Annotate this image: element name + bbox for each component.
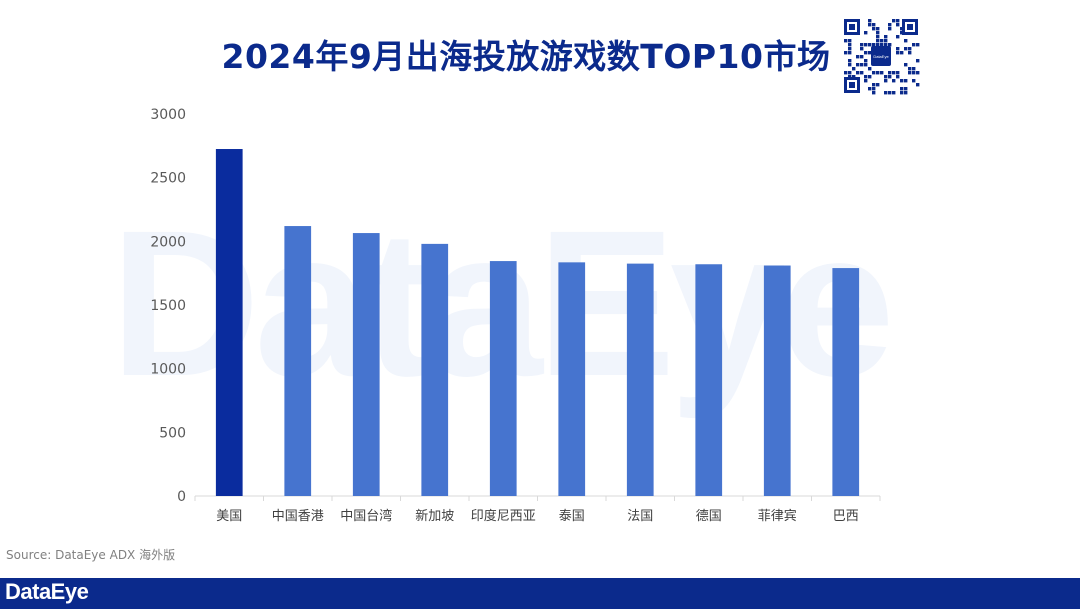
x-tick-label: 中国香港 xyxy=(272,509,324,524)
bar xyxy=(489,261,517,496)
x-tick-label: 新加坡 xyxy=(415,508,454,524)
x-tick-label: 德国 xyxy=(696,509,722,524)
footer-bar: DataEye xyxy=(0,578,1080,609)
y-tick-label: 1000 xyxy=(150,362,186,378)
x-tick-label: 中国台湾 xyxy=(340,508,392,524)
bar xyxy=(352,233,380,496)
y-tick-label: 3000 xyxy=(150,107,186,123)
bar-series xyxy=(215,149,860,496)
bar xyxy=(626,263,654,496)
qr-code-icon: DataEye xyxy=(842,17,920,95)
qr-badge-text: DataEye xyxy=(873,54,889,59)
y-tick-label: 0 xyxy=(177,489,186,505)
x-axis-labels: 美国 中国香港 中国台湾 新加坡 印度尼西亚 泰国 法国 德国 菲律宾 巴西 xyxy=(216,508,859,524)
x-tick-label: 泰国 xyxy=(559,509,585,524)
y-tick-label: 2500 xyxy=(150,171,186,187)
chart-title: 2024年9月出海投放游戏数TOP10市场 xyxy=(221,37,831,76)
bar xyxy=(695,264,723,496)
y-tick-label: 2000 xyxy=(150,234,186,250)
x-axis xyxy=(194,495,881,501)
bar xyxy=(832,268,860,496)
footer-logo: DataEye xyxy=(5,579,89,604)
x-tick-label: 菲律宾 xyxy=(758,508,797,524)
y-tick-label: 500 xyxy=(159,425,186,441)
bar xyxy=(763,265,791,496)
x-tick-label: 美国 xyxy=(216,509,242,524)
bar-chart: 0 500 1000 1500 2000 2500 3000 美国 中国香港 中国台湾 新加坡 印度… xyxy=(150,107,881,524)
source-note: Source: DataEye ADX 海外版 xyxy=(6,548,176,562)
x-tick-label: 法国 xyxy=(627,509,653,524)
y-axis: 0 500 1000 1500 2000 2500 3000 xyxy=(150,107,186,505)
x-tick-label: 印度尼西亚 xyxy=(471,508,536,524)
x-tick-label: 巴西 xyxy=(833,509,859,524)
y-tick-label: 1500 xyxy=(150,298,186,314)
bar xyxy=(421,243,449,496)
bar xyxy=(215,149,243,496)
bar xyxy=(284,226,312,496)
bar xyxy=(558,262,586,496)
